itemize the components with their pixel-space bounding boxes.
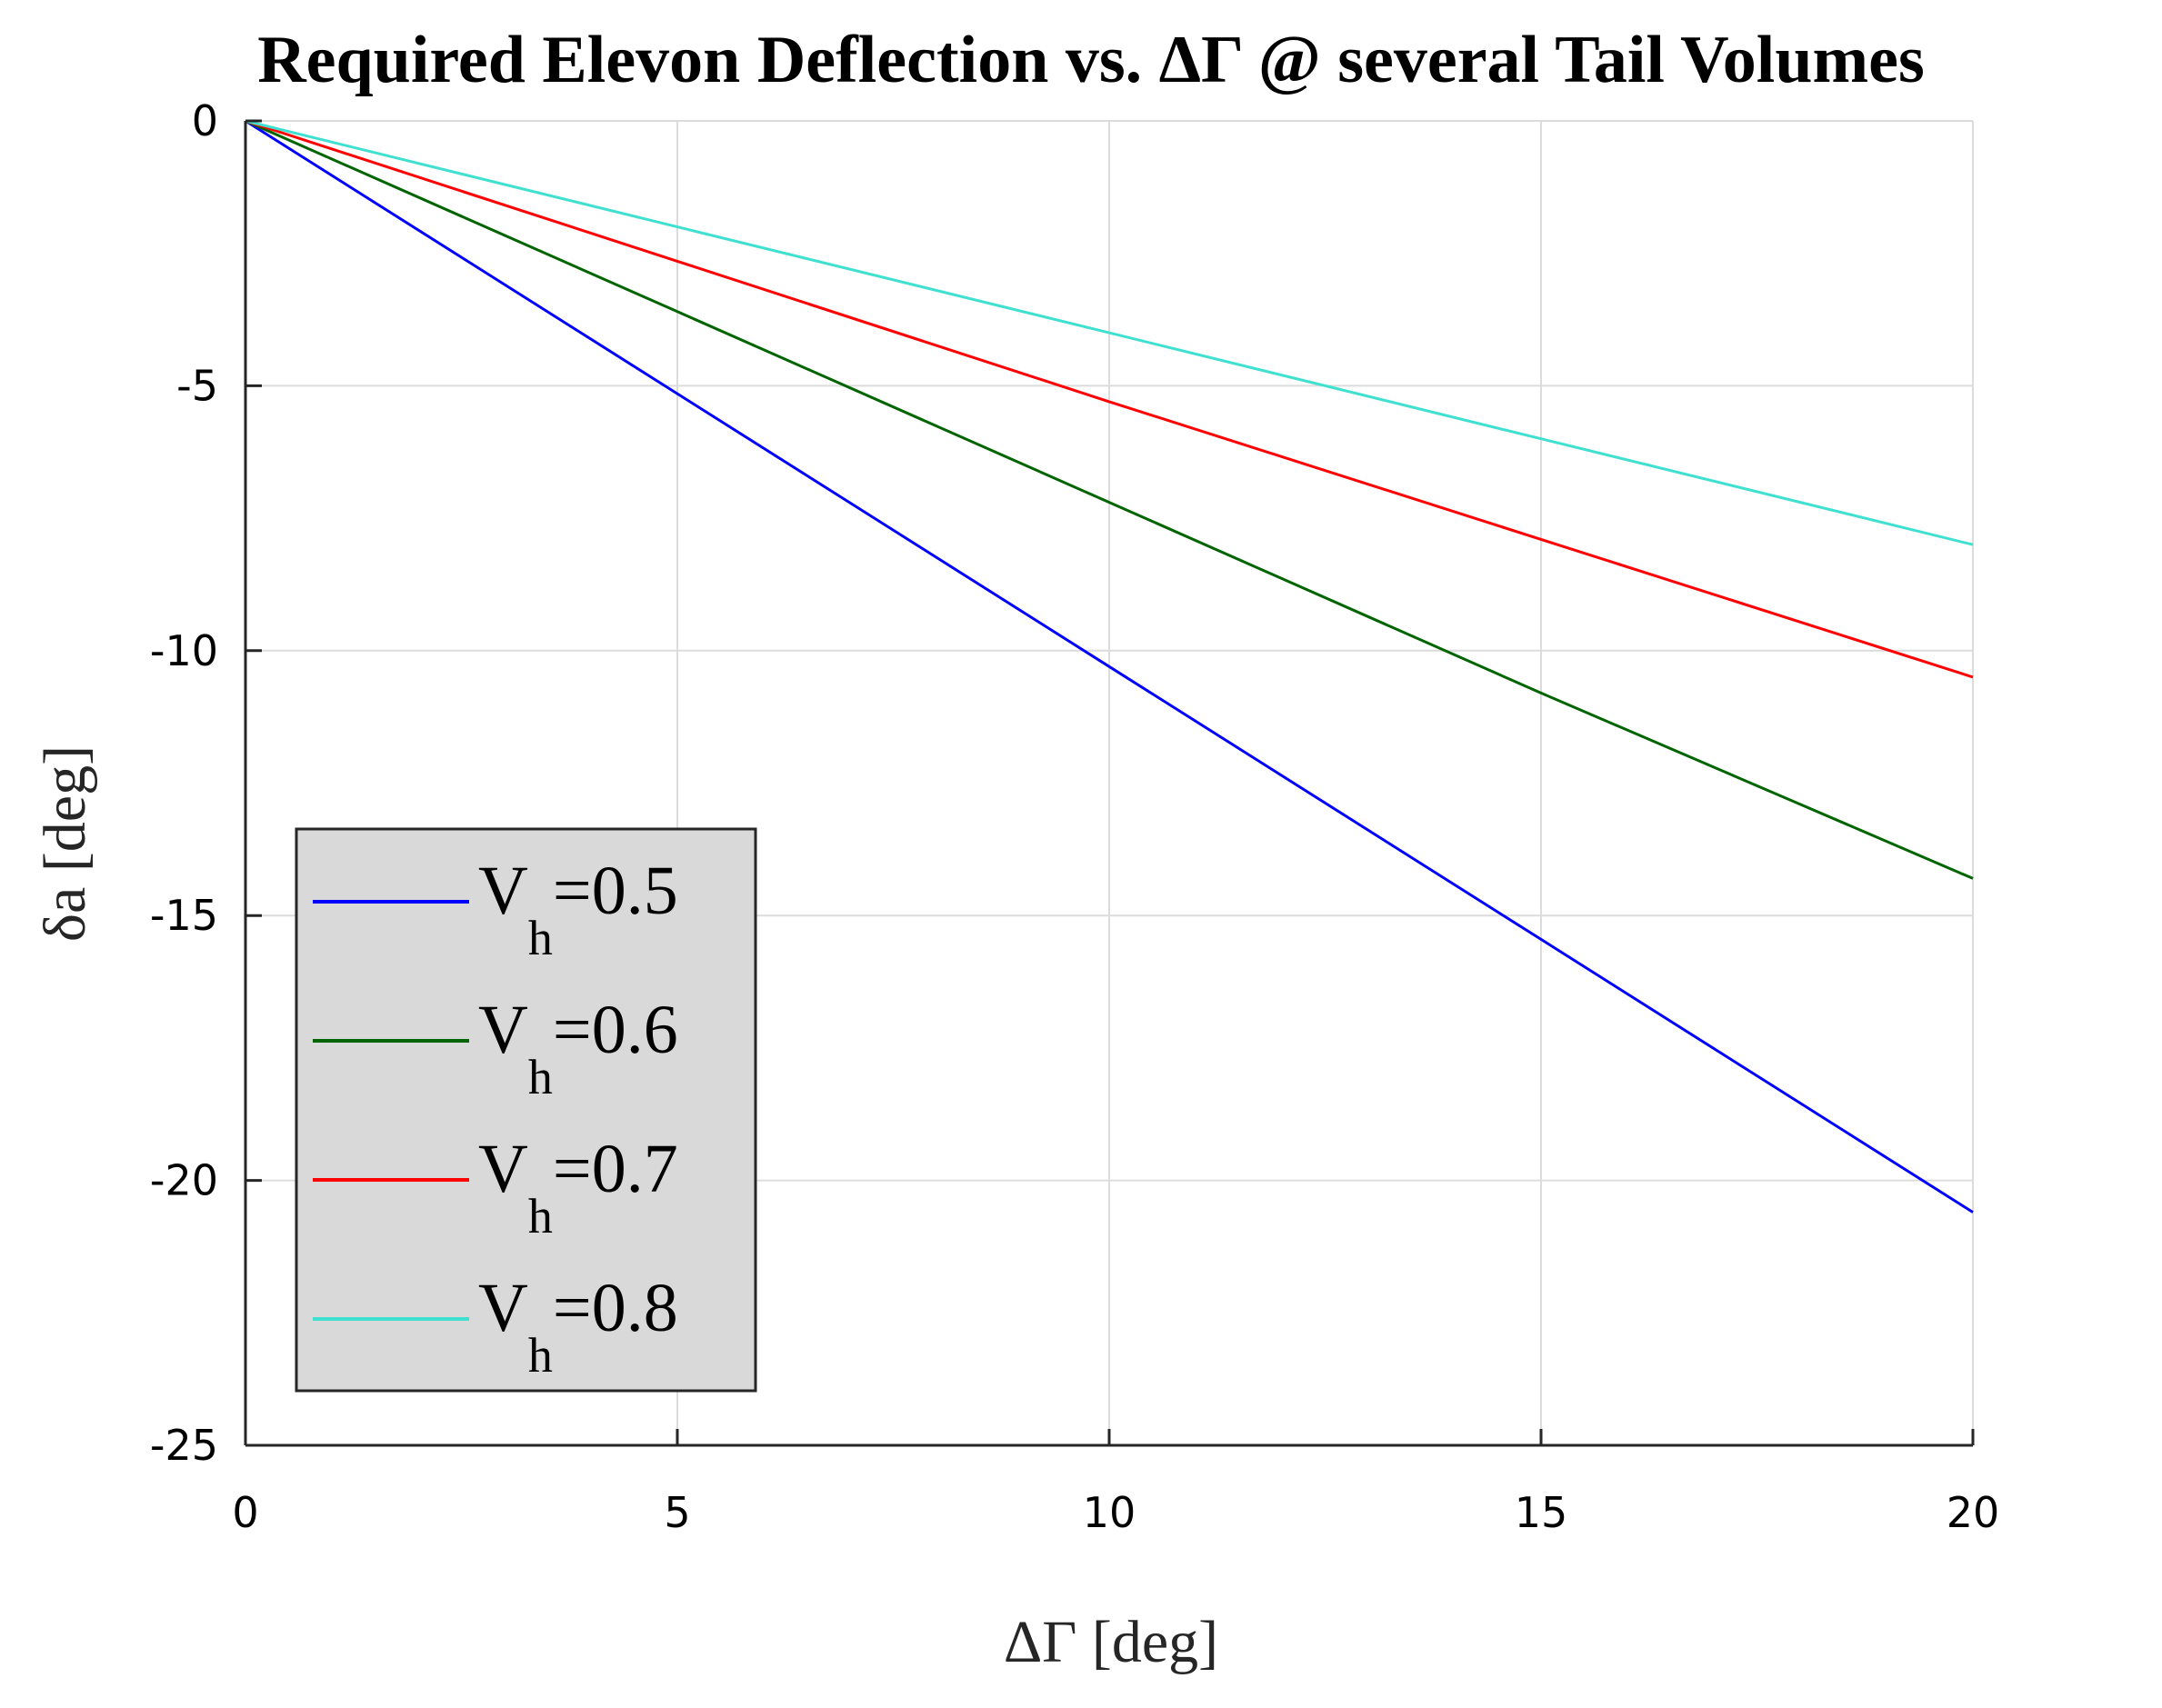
x-tick-label: 5 [664,1488,690,1537]
x-tick-label: 0 [232,1488,258,1537]
legend-box [295,827,757,1393]
series-layer [245,119,1974,1214]
x-tick-label: 10 [1083,1488,1136,1537]
legend-label-4: Vh=0.8 [478,1270,678,1383]
y-tick-label: -10 [150,626,218,675]
y-tick-label: 0 [192,96,218,145]
legend-label-3: Vh=0.7 [478,1131,678,1244]
tick-labels: 0 5 10 15 20 0 -5 -10 -15 -20 -25 [150,96,1999,1537]
series-line-3 [245,119,1974,679]
y-tick-label: -20 [150,1156,218,1205]
x-tick-label: 20 [1947,1488,2000,1537]
x-tick-label: 15 [1515,1488,1568,1537]
chart-title: Required Elevon Deflection vs. ΔΓ @ seve… [257,23,1925,97]
axes-layer [244,119,1975,1447]
legend-label-2: Vh=0.6 [478,992,678,1104]
y-tick-label: -25 [150,1421,218,1470]
y-tick-label: -5 [176,361,218,410]
x-axis-label: ΔΓ [deg] [1004,1609,1218,1675]
y-axis-label: δa [deg] [32,745,98,942]
series-line-4 [245,119,1974,546]
y-tick-label: -15 [150,891,218,940]
series-line-1 [245,119,1974,1214]
series-line-2 [245,119,1974,880]
legend: Vh=0.5 Vh=0.6 Vh=0.7 Vh=0.8 [295,827,757,1393]
legend-label-1: Vh=0.5 [478,853,678,965]
